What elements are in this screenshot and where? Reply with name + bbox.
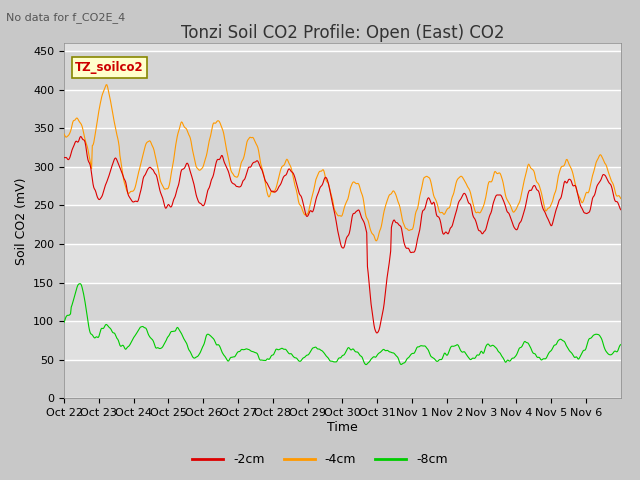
-4cm [103, 82, 111, 87]
-4cm [60, 131, 68, 137]
-8cm [126, 342, 134, 348]
-8cm [617, 342, 625, 348]
-8cm [256, 357, 264, 363]
-2cm [433, 212, 440, 217]
-2cm [617, 207, 625, 213]
-4cm [401, 225, 409, 230]
-4cm [372, 238, 380, 244]
-4cm [256, 157, 264, 163]
Y-axis label: Soil CO2 (mV): Soil CO2 (mV) [15, 177, 28, 264]
-8cm [362, 362, 370, 368]
-2cm [373, 330, 381, 336]
-4cm [277, 166, 285, 172]
Bar [64, 51, 621, 90]
-8cm [228, 354, 236, 360]
-8cm [433, 358, 440, 364]
-2cm [126, 195, 134, 201]
X-axis label: Time: Time [327, 421, 358, 434]
Bar [64, 283, 621, 321]
Text: TZ_soilco2: TZ_soilco2 [75, 61, 144, 74]
Bar [64, 360, 621, 398]
-2cm [277, 180, 285, 186]
Bar [64, 205, 621, 244]
-8cm [401, 359, 409, 365]
Legend: -2cm, -4cm, -8cm: -2cm, -4cm, -8cm [187, 448, 453, 471]
-2cm [60, 155, 68, 160]
-4cm [228, 170, 236, 176]
-2cm [77, 133, 84, 139]
-4cm [617, 196, 625, 202]
-2cm [228, 180, 236, 186]
Line: -2cm: -2cm [64, 136, 621, 333]
-4cm [433, 199, 440, 204]
-4cm [126, 189, 134, 195]
-8cm [277, 346, 285, 351]
-2cm [401, 243, 409, 249]
-8cm [76, 281, 84, 287]
Bar [64, 128, 621, 167]
-8cm [60, 320, 68, 325]
Text: No data for f_CO2E_4: No data for f_CO2E_4 [6, 12, 125, 23]
Line: -4cm: -4cm [64, 84, 621, 241]
Title: Tonzi Soil CO2 Profile: Open (East) CO2: Tonzi Soil CO2 Profile: Open (East) CO2 [180, 24, 504, 42]
-2cm [256, 164, 264, 169]
Line: -8cm: -8cm [64, 284, 621, 365]
